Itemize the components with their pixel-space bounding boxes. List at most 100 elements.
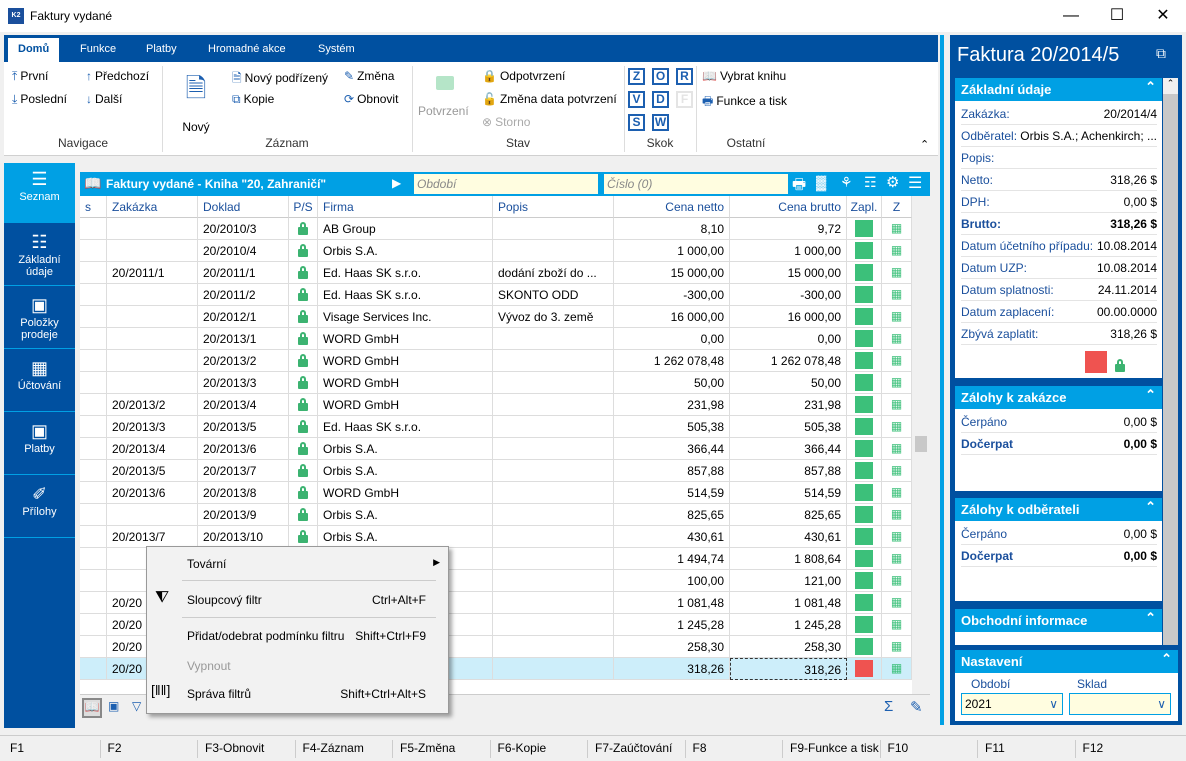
nav-item-5[interactable]: ✐ Přílohy [4,478,75,538]
splitter[interactable] [940,35,944,725]
jump-r-button[interactable]: R [676,68,693,85]
functions-print-button[interactable]: 🖶 Funkce a tisk [702,94,788,108]
function-key-10[interactable]: F10 [887,741,909,755]
table-row[interactable]: 20/2013/4 20/2013/6 Orbis S.A. 366,44 366,44… [80,438,912,460]
column-header[interactable]: Zapl. [847,196,882,218]
table-row[interactable]: 20/2013/5 20/2013/7 Orbis S.A. 857,88 857,88… [80,460,912,482]
table-row[interactable]: 20/2010/4 Orbis S.A. 1 000,00 1 000,00 ▦ [80,240,912,262]
refresh-button[interactable]: ⟳ Obnovit [344,92,399,106]
function-key-8[interactable]: F8 [692,741,707,755]
change-date-button[interactable]: 🔓 Změna data potvrzení [482,92,617,106]
change-button[interactable]: ✎ Změna [344,69,395,83]
function-key-12[interactable]: F12 [1082,741,1104,755]
filter-icon[interactable]: ▽ [132,699,142,713]
unconfirm-button[interactable]: 🔒 Odpotvrzení [482,69,566,83]
store-select[interactable]: ∨ [1069,693,1171,715]
function-key-5[interactable]: F5-Změna [400,741,456,755]
minimize-button[interactable]: — [1063,7,1079,24]
column-header[interactable]: Z [882,196,912,218]
function-key-4[interactable]: F4-Záznam [302,741,364,755]
collapse-ribbon-icon[interactable]: ⌃ [920,139,930,151]
tab-platby[interactable]: Platby [146,43,177,55]
collapse-icon[interactable]: ⌃ [1145,79,1156,94]
maximize-button[interactable]: ☐ [1109,7,1125,24]
collapse-icon[interactable]: ⌃ [1145,610,1156,625]
column-header[interactable]: Firma [318,196,493,218]
period-filter-input[interactable]: Období [414,174,598,194]
function-key-11[interactable]: F11 [985,741,1005,755]
function-key-7[interactable]: F7-Zaúčtování [595,741,673,755]
table-row[interactable]: 20/2013/2 20/2013/4 WORD GmbH 231,98 231,98 ▦ [80,394,912,416]
section-header-basic[interactable]: Základní údaje ⌃ [955,78,1162,101]
nav-item-2[interactable]: ▣ Položky prodeje [4,289,75,349]
collapse-icon[interactable]: ⌃ [1161,651,1172,666]
first-button[interactable]: ⤒ První [12,69,49,83]
next-button[interactable]: ↓ Další [86,92,123,106]
table-row[interactable]: 20/2011/2 Ed. Haas SK s.r.o. SKONTO ODD -30… [80,284,912,306]
section-header-business[interactable]: Obchodní informace ⌃ [955,609,1162,632]
column-header[interactable]: Cena netto [614,196,730,218]
period-select[interactable]: 2021 ∨ [961,693,1063,715]
scrollbar-thumb[interactable] [915,436,927,452]
function-key-9[interactable]: F9-Funkce a tisk [790,741,879,755]
jump-v-button[interactable]: V [628,91,645,108]
columns-icon[interactable]: ☶ [864,174,877,190]
choose-book-button[interactable]: 📖 Vybrat knihu [702,69,787,83]
menu-icon[interactable]: ☰ [908,175,923,192]
tab-funkce[interactable]: Funkce [80,43,117,55]
panel-scrollbar[interactable]: ⌃ [1163,78,1178,645]
jump-w-button[interactable]: W [652,114,669,131]
collapse-icon[interactable]: ⌃ [1145,387,1156,402]
tab-domu[interactable]: Domů [8,38,60,62]
storno-button[interactable]: ⊗ Storno [482,115,531,129]
table-row[interactable]: 20/2013/3 20/2013/5 Ed. Haas SK s.r.o. 505,… [80,416,912,438]
grid-scrollbar[interactable] [912,196,930,694]
function-key-6[interactable]: F6-Kopie [497,741,547,755]
column-header[interactable]: Doklad [198,196,289,218]
function-key-1[interactable]: F1 [10,741,25,755]
column-header[interactable]: Cena brutto [730,196,847,218]
table-row[interactable]: 20/2012/1 Visage Services Inc. Vývoz do 3.… [80,306,912,328]
book-view-icon[interactable]: 📖 [82,698,102,718]
printer-icon[interactable]: 🖶 [792,176,807,193]
hierarchy-icon[interactable]: ⚘ [840,174,853,190]
edit-icon[interactable]: ✎ [910,699,923,716]
tab-system[interactable]: Systém [318,43,355,55]
column-header[interactable]: P/S [289,196,318,218]
menu-item-0[interactable]: Tovární ▶ [147,555,448,575]
table-row[interactable]: 20/2013/6 20/2013/8 WORD GmbH 514,59 514,59 ▦ [80,482,912,504]
function-key-3[interactable]: F3-Obnovit [205,741,265,755]
chart-icon[interactable]: ▓ [816,174,827,190]
menu-item-1[interactable]: Sloupcový filtr Ctrl+Alt+F [147,591,448,611]
popout-icon[interactable]: ⧉ [1156,45,1166,61]
tab-hromadne-akce[interactable]: Hromadné akce [208,43,286,55]
menu-item-4[interactable]: Správa filtrů Shift+Ctrl+Alt+S [147,685,448,705]
table-row[interactable]: 20/2010/3 AB Group 8,10 9,72 ▦ [80,218,912,240]
jump-z-button[interactable]: Z [628,68,645,85]
nav-item-3[interactable]: ▦ Účtování [4,352,75,412]
confirm-button[interactable]: Potvrzení [418,104,469,118]
column-header[interactable]: Zakázka [107,196,198,218]
copy-button[interactable]: ⧉ Kopie [232,92,275,106]
table-row[interactable]: 20/2013/2 WORD GmbH 1 262 078,48 1 262 078,… [80,350,912,372]
previous-button[interactable]: ↑ Předchozí [86,69,150,83]
gear-icon[interactable]: ⚙ [886,174,900,191]
play-icon[interactable]: ▶ [392,176,402,190]
scroll-up-icon[interactable]: ⌃ [1163,78,1178,94]
new-child-button[interactable]: 🗎 Nový podřízený [232,71,329,85]
section-header-advance-order[interactable]: Zálohy k zakázce ⌃ [955,386,1162,409]
table-row[interactable]: 20/2013/1 WORD GmbH 0,00 0,00 ▦ [80,328,912,350]
collapse-icon[interactable]: ⌃ [1145,499,1156,514]
nav-item-4[interactable]: ▣ Platby [4,415,75,475]
column-header[interactable]: Popis [493,196,614,218]
jump-f-button[interactable]: F [676,91,693,108]
nav-item-1[interactable]: ☷ Základní údaje [4,226,75,286]
new-button[interactable]: 🗎 Nový [176,70,216,134]
archive-icon[interactable]: ▣ [108,699,120,713]
close-button[interactable]: ✕ [1156,7,1170,24]
table-row[interactable]: 20/2013/3 WORD GmbH 50,00 50,00 ▦ [80,372,912,394]
table-row[interactable]: 20/2013/9 Orbis S.A. 825,65 825,65 ▦ [80,504,912,526]
section-header-advance-customer[interactable]: Zálohy k odběrateli ⌃ [955,498,1162,521]
nav-item-0[interactable]: ☰ Seznam [4,163,75,223]
jump-o-button[interactable]: O [652,68,669,85]
